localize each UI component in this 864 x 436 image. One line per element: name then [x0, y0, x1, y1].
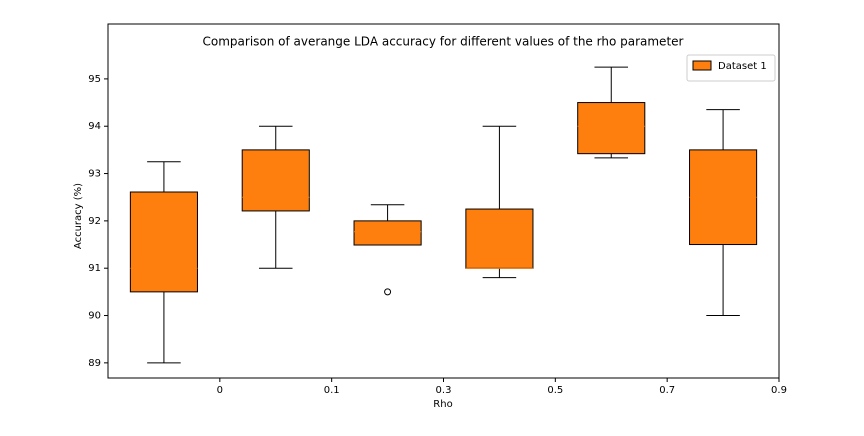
box: [129, 191, 198, 293]
outlier: [384, 288, 392, 296]
legend-label: Dataset 1: [718, 61, 767, 72]
box: [465, 208, 534, 269]
legend-swatch: [692, 60, 712, 71]
box: [577, 102, 646, 155]
x-tick-label: 0.5: [547, 385, 563, 396]
x-tick-label: 0: [217, 385, 223, 396]
y-tick-label: 91: [88, 263, 101, 274]
x-tick-label: 0.9: [771, 385, 787, 396]
y-tick-label: 93: [88, 169, 101, 180]
chart-title: Comparison of averange LDA accuracy for …: [203, 35, 684, 49]
plot-frame: [107, 23, 780, 379]
y-tick-label: 94: [88, 121, 101, 132]
y-tick-label: 89: [88, 358, 101, 369]
box: [241, 149, 310, 212]
y-tick-label: 95: [88, 74, 101, 85]
y-axis-label: Accuracy (%): [73, 183, 84, 249]
y-tick-label: 92: [88, 216, 101, 227]
x-tick-label: 0.1: [324, 385, 340, 396]
x-axis-label: Rho: [433, 399, 452, 410]
box: [353, 220, 422, 246]
x-tick-label: 0.3: [436, 385, 452, 396]
y-tick-label: 90: [88, 311, 101, 322]
x-tick-label: 0.7: [659, 385, 675, 396]
